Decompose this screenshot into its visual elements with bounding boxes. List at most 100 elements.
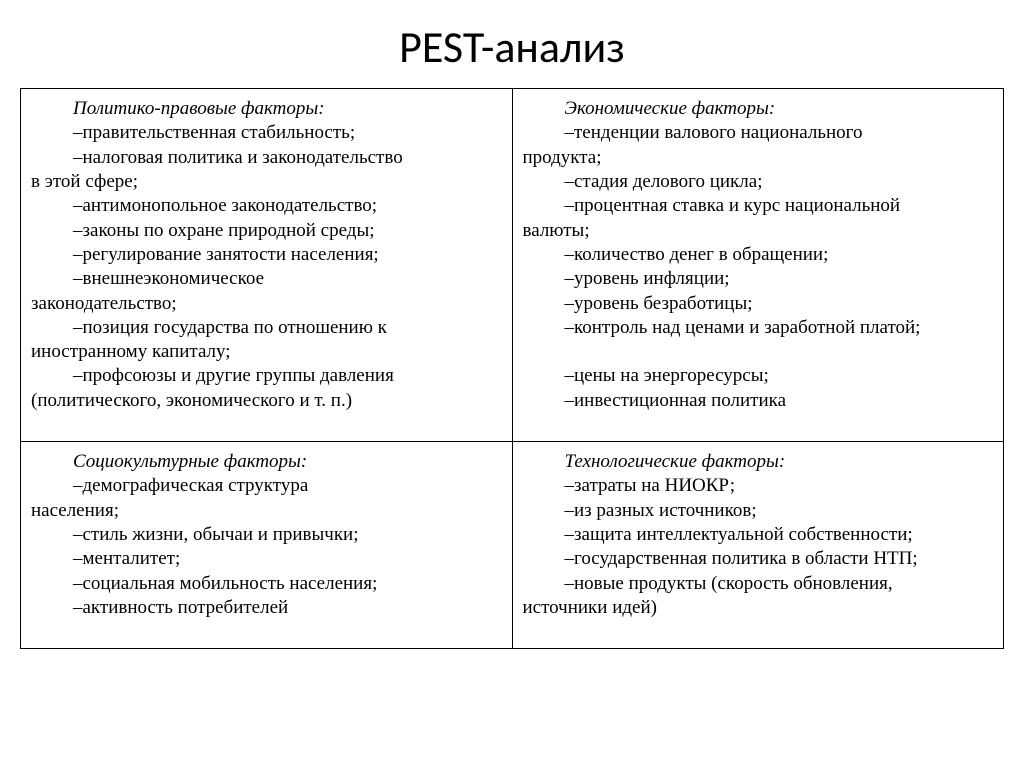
factor-item: –стиль жизни, обычаи и привычки; <box>31 523 502 547</box>
factor-text: государственная политика в области НТП; <box>574 548 918 569</box>
factor-item: –менталитет; <box>31 547 502 571</box>
dash-icon: – <box>73 548 83 569</box>
dash-icon: – <box>565 268 575 289</box>
dash-icon: – <box>73 220 83 241</box>
dash-icon: – <box>565 500 575 521</box>
factor-continuation: населения; <box>31 499 502 523</box>
factor-text: антимонопольное законодательство; <box>83 195 378 216</box>
dash-icon: – <box>565 244 575 265</box>
quadrant-heading: Политико-правовые факторы: <box>31 97 502 121</box>
factor-item: –инвестиционная политика <box>523 389 994 413</box>
factor-item: –новые продукты (скорость обновления, <box>523 572 994 596</box>
factor-text: регулирование занятости населения; <box>83 244 379 265</box>
factor-text: уровень безработицы; <box>574 293 753 314</box>
factor-text: цены на энергоресурсы; <box>574 365 769 386</box>
dash-icon: – <box>565 293 575 314</box>
factor-item: –налоговая политика и законодательство <box>31 146 502 170</box>
factor-continuation: (политического, экономического и т. п.) <box>31 389 502 413</box>
factor-text: правительственная стабильность; <box>83 122 356 143</box>
factor-text: демографическая структура <box>83 475 309 496</box>
factor-text: стиль жизни, обычаи и привычки; <box>83 524 359 545</box>
cell-technological: Технологические факторы:–затраты на НИОК… <box>512 442 1004 649</box>
factor-item: –стадия делового цикла; <box>523 170 994 194</box>
quadrant-heading: Социокультурные факторы: <box>31 450 502 474</box>
dash-icon: – <box>73 475 83 496</box>
dash-icon: – <box>565 317 575 338</box>
factor-item: –социальная мобильность населения; <box>31 572 502 596</box>
factor-item: –тенденции валового национального <box>523 121 994 145</box>
factor-text: затраты на НИОКР; <box>574 475 735 496</box>
factor-item: –активность потребителей <box>31 596 502 620</box>
dash-icon: – <box>73 573 83 594</box>
factor-text: инвестиционная политика <box>574 390 786 411</box>
dash-icon: – <box>565 122 575 143</box>
pest-table: Политико-правовые факторы:–правительстве… <box>20 88 1004 649</box>
cell-economic: Экономические факторы:–тенденции валовог… <box>512 89 1004 442</box>
factor-continuation: в этой сфере; <box>31 170 502 194</box>
factor-item: –процентная ставка и курс национальной <box>523 194 994 218</box>
factor-text: стадия делового цикла; <box>574 171 762 192</box>
factor-item: –уровень безработицы; <box>523 292 994 316</box>
factor-item: –законы по охране природной среды; <box>31 219 502 243</box>
factor-item: –уровень инфляции; <box>523 267 994 291</box>
factor-text: процентная ставка и курс национальной <box>574 195 900 216</box>
dash-icon: – <box>565 365 575 386</box>
factor-item: –из разных источников; <box>523 499 994 523</box>
dash-icon: – <box>73 244 83 265</box>
factor-text: тенденции валового национального <box>574 122 862 143</box>
dash-icon: – <box>73 268 83 289</box>
dash-icon: – <box>73 597 83 618</box>
slide: PEST-анализ Политико-правовые факторы:–п… <box>0 0 1024 768</box>
factor-text: внешнеэкономическое <box>83 268 265 289</box>
dash-icon: – <box>73 195 83 216</box>
factor-item: –антимонопольное законодательство; <box>31 194 502 218</box>
factor-text: количество денег в обращении; <box>574 244 828 265</box>
factor-item: –внешнеэкономическое <box>31 267 502 291</box>
dash-icon: – <box>73 147 83 168</box>
dash-icon: – <box>73 524 83 545</box>
factor-item: –цены на энергоресурсы; <box>523 364 994 388</box>
dash-icon: – <box>565 524 575 545</box>
factor-item: –демографическая структура <box>31 474 502 498</box>
factor-continuation: источники идей) <box>523 596 994 620</box>
factor-item: –позиция государства по отношению к <box>31 316 502 340</box>
factor-text: законы по охране природной среды; <box>83 220 375 241</box>
factor-text: новые продукты (скорость обновления, <box>574 573 893 594</box>
quadrant-heading: Технологические факторы: <box>523 450 994 474</box>
cell-political: Политико-правовые факторы:–правительстве… <box>21 89 513 442</box>
factor-item: –затраты на НИОКР; <box>523 474 994 498</box>
factor-item: –защита интеллектуальной собственности; <box>523 523 994 547</box>
factor-text: активность потребителей <box>83 597 289 618</box>
dash-icon: – <box>73 317 83 338</box>
dash-icon: – <box>565 548 575 569</box>
factor-item: –контроль над ценами и заработной платой… <box>523 316 994 340</box>
factor-text: социальная мобильность населения; <box>83 573 378 594</box>
factor-text: профсоюзы и другие группы давления <box>83 365 394 386</box>
quadrant-heading: Экономические факторы: <box>523 97 994 121</box>
blank-line <box>523 340 994 364</box>
factor-item: –количество денег в обращении; <box>523 243 994 267</box>
factor-continuation: продукта; <box>523 146 994 170</box>
factor-item: –профсоюзы и другие группы давления <box>31 364 502 388</box>
factor-text: налоговая политика и законодательство <box>83 147 403 168</box>
factor-item: –государственная политика в области НТП; <box>523 547 994 571</box>
factor-item: –правительственная стабильность; <box>31 121 502 145</box>
cell-social: Социокультурные факторы:–демографическая… <box>21 442 513 649</box>
dash-icon: – <box>73 365 83 386</box>
factor-text: защита интеллектуальной собственности; <box>574 524 913 545</box>
dash-icon: – <box>565 195 575 216</box>
dash-icon: – <box>565 171 575 192</box>
factor-text: позиция государства по отношению к <box>83 317 387 338</box>
factor-continuation: иностранному капиталу; <box>31 340 502 364</box>
factor-text: из разных источников; <box>574 500 757 521</box>
factor-text: контроль над ценами и заработной платой; <box>574 317 920 338</box>
dash-icon: – <box>73 122 83 143</box>
page-title: PEST-анализ <box>20 20 1004 74</box>
factor-continuation: законодательство; <box>31 292 502 316</box>
factor-continuation: валюты; <box>523 219 994 243</box>
factor-text: уровень инфляции; <box>574 268 730 289</box>
dash-icon: – <box>565 390 575 411</box>
factor-item: –регулирование занятости населения; <box>31 243 502 267</box>
dash-icon: – <box>565 573 575 594</box>
dash-icon: – <box>565 475 575 496</box>
